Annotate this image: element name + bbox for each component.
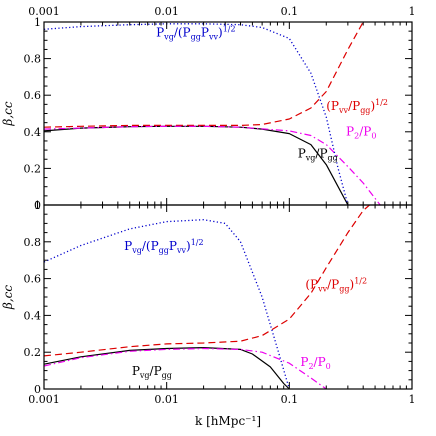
top-x-tick-label: 0.01 [154, 5, 179, 18]
bottom-y-tick-label: 0.2 [24, 346, 42, 359]
top-plot-frame [43, 21, 413, 206]
bottom-series-dotted-line [43, 219, 290, 390]
top-series-dashed-line [43, 21, 364, 128]
bottom-series-dashdot-line [43, 347, 327, 390]
bottom-x-tick-label: 0.01 [154, 393, 179, 406]
bottom-plot-frame [43, 204, 413, 390]
bottom-x-tick-label: 0.1 [281, 393, 299, 406]
top-y-tick-label: 0.4 [24, 126, 42, 139]
x-axis-label: k [hMpc⁻¹] [195, 414, 261, 428]
top-curve-label: Pvg/(PggPvv)1/2 [156, 25, 235, 42]
bottom-x-tick-label: 0.001 [28, 393, 60, 406]
top-series-dashdot-line [43, 125, 381, 206]
bottom-curve-label: P2/P0 [300, 355, 330, 371]
top-curve-label: (Pvv/Pgg)1/2 [326, 98, 388, 115]
top-y-tick-label: 0 [34, 199, 41, 212]
bottom-y-tick-label: 0.6 [24, 273, 42, 286]
top-panel: 0 0.2 0.4 0.6 0.8 1 β,cc Pvg/(PggPvv)1/2 (Pvv/Pg… [1, 16, 413, 212]
top-y-tick-label: 0.8 [24, 53, 42, 66]
top-x-tick-label: 0.1 [281, 5, 299, 18]
top-curve-label: P2/P0 [346, 124, 376, 140]
bottom-x-tick-label: 1 [409, 393, 416, 406]
bottom-curve-label: Pvg/Pgg [132, 364, 172, 380]
top-y-tick-label: 0.6 [24, 89, 42, 102]
bottom-y-tick-label: 0 [34, 383, 41, 396]
bottom-curve-label: (Pvv/Pgg)1/2 [305, 277, 367, 294]
bottom-y-tick-label: 0.4 [24, 309, 42, 322]
bottom-series-dashed-line [43, 204, 370, 357]
top-y-tick-label: 1 [34, 16, 41, 29]
bottom-curve-label: Pvg/(PggPvv)1/2 [124, 238, 203, 255]
bottom-y-axis-label: β,cc [1, 285, 15, 310]
top-series-solid-line [43, 125, 349, 206]
bottom-panel: 0 0.2 0.4 0.6 0.8 1 β,cc Pvg/(PggPvv)1/2 (Pvv/Pg… [1, 199, 413, 396]
top-x-tick-label: 0.001 [28, 5, 60, 18]
top-x-tick-label: 1 [409, 5, 416, 18]
bottom-y-tick-label: 1 [34, 199, 41, 212]
top-curve-label: Pvg/Pgg [298, 146, 338, 162]
top-y-axis-label: β,cc [1, 101, 15, 126]
top-series-dotted-line [43, 23, 349, 206]
top-y-tick-label: 0.2 [24, 162, 42, 175]
bottom-y-tick-label: 0.8 [24, 236, 42, 249]
